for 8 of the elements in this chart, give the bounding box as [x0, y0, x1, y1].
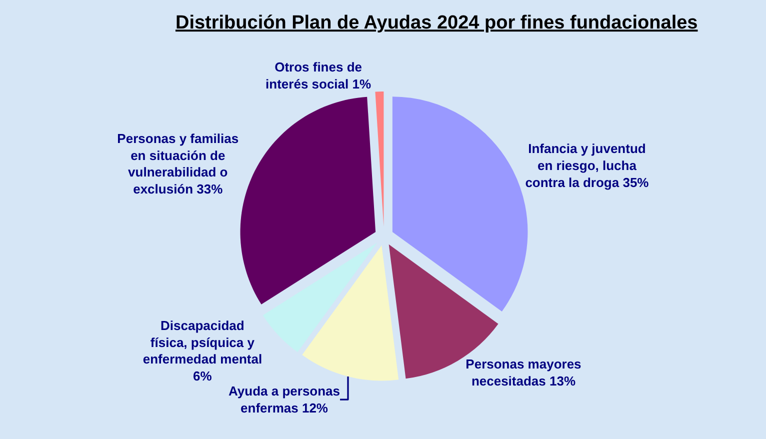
slice-label: Personas mayores necesitadas 13%	[466, 356, 582, 389]
slice-label: Discapacidad física, psíquica y enfermedad mental	[142, 318, 262, 367]
slice-label: Personas y familias en situación de vulnerabilidad o exclusión 33%	[117, 130, 239, 197]
slice-label: Otros fines de interés social 1%	[266, 60, 372, 92]
slice-label: Infancia y juventud en riesgo, lucha contra la droga 35%	[525, 141, 650, 190]
data-label: 6%	[193, 368, 212, 384]
chart-title: Distribución Plan de Ayudas 2024 por fines fundacionales	[175, 12, 698, 34]
slice-label: Ayuda a personas enfermas 12%	[228, 384, 340, 416]
